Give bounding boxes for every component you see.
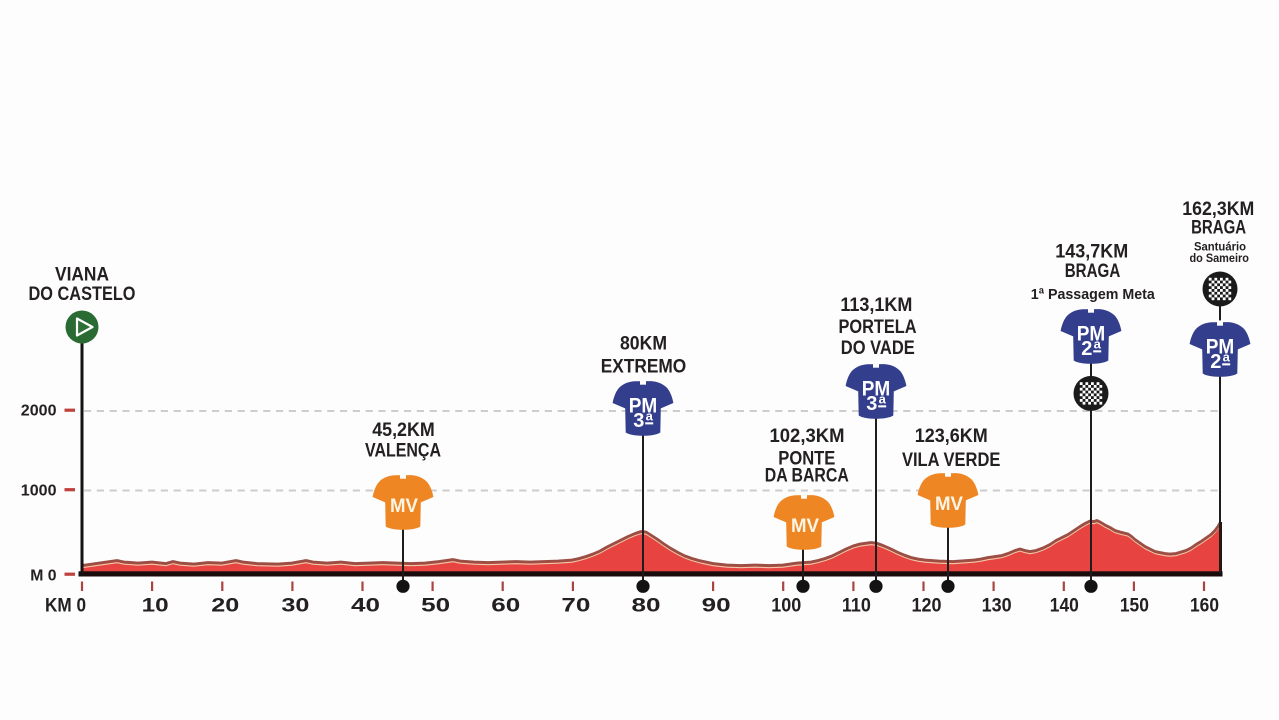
svg-text:PM: PM [629, 395, 658, 418]
svg-text:PM: PM [862, 378, 891, 401]
svg-text:2: 2 [1210, 351, 1221, 373]
svg-text:a: a [1094, 337, 1102, 352]
svg-text:PM: PM [1206, 336, 1235, 359]
svg-text:M 0: M 0 [30, 568, 56, 585]
svg-text:120: 120 [912, 596, 942, 617]
svg-text:3: 3 [866, 393, 877, 415]
svg-text:100: 100 [771, 596, 801, 617]
svg-text:80KM: 80KM [620, 333, 667, 354]
svg-text:PONTE: PONTE [778, 449, 835, 470]
svg-text:VIANA: VIANA [55, 265, 109, 286]
svg-text:MV: MV [390, 496, 418, 517]
svg-text:a: a [879, 392, 887, 407]
svg-text:40: 40 [351, 596, 380, 617]
svg-text:a: a [646, 409, 654, 424]
svg-text:50: 50 [421, 596, 450, 617]
svg-text:110: 110 [842, 596, 871, 617]
svg-text:102,3KM: 102,3KM [770, 426, 845, 447]
svg-text:1000: 1000 [21, 483, 57, 500]
svg-text:PM: PM [1077, 323, 1106, 346]
svg-text:MV: MV [791, 516, 819, 537]
svg-text:160: 160 [1190, 596, 1219, 617]
svg-text:162,3KM: 162,3KM [1182, 199, 1254, 220]
svg-text:80: 80 [632, 596, 661, 617]
svg-text:130: 130 [982, 596, 1012, 617]
svg-text:EXTREMO: EXTREMO [601, 357, 687, 378]
svg-text:45,2KM: 45,2KM [372, 420, 435, 441]
svg-text:do Sameiro: do Sameiro [1189, 251, 1249, 265]
svg-text:113,1KM: 113,1KM [840, 295, 912, 316]
svg-text:MV: MV [935, 494, 963, 515]
svg-text:30: 30 [281, 596, 309, 617]
svg-text:70: 70 [561, 596, 590, 617]
svg-text:DO VADE: DO VADE [841, 338, 915, 359]
svg-text:Santuário: Santuário [1194, 240, 1246, 254]
svg-text:90: 90 [702, 596, 731, 617]
svg-text:10: 10 [142, 596, 169, 617]
svg-text:150: 150 [1120, 596, 1149, 617]
svg-text:DA BARCA: DA BARCA [765, 466, 849, 487]
svg-text:123,6KM: 123,6KM [915, 426, 988, 447]
svg-text:KM 0: KM 0 [45, 596, 86, 617]
svg-text:1ª Passagem Meta: 1ª Passagem Meta [1031, 286, 1156, 303]
svg-text:60: 60 [491, 596, 520, 617]
svg-text:BRAGA: BRAGA [1065, 261, 1121, 282]
svg-text:DO CASTELO: DO CASTELO [29, 284, 136, 305]
svg-text:BRAGA: BRAGA [1191, 217, 1246, 238]
svg-text:PORTELA: PORTELA [839, 317, 917, 338]
svg-text:VALENÇA: VALENÇA [365, 441, 441, 462]
svg-text:a: a [1223, 350, 1231, 365]
svg-text:3: 3 [633, 410, 644, 432]
svg-text:143,7KM: 143,7KM [1055, 242, 1128, 263]
svg-text:VILA VERDE: VILA VERDE [902, 450, 1001, 471]
svg-text:2: 2 [1081, 338, 1092, 360]
svg-text:20: 20 [211, 596, 239, 617]
svg-text:140: 140 [1050, 596, 1079, 617]
svg-text:2000: 2000 [21, 403, 57, 420]
